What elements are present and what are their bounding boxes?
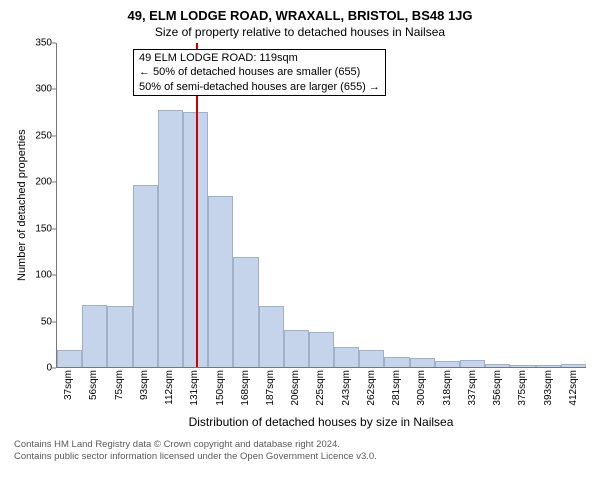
x-axis-label: Distribution of detached houses by size … [56, 415, 586, 429]
annotation-line-2: ← 50% of detached houses are smaller (65… [139, 65, 380, 79]
x-tick-label: 150sqm [215, 370, 226, 406]
histogram-bar [435, 361, 460, 367]
histogram-bar [57, 350, 82, 367]
histogram-bar [485, 364, 510, 367]
x-tick-label: 112sqm [164, 370, 175, 405]
x-tick-label: 356sqm [492, 370, 503, 406]
footnote: Contains HM Land Registry data © Crown c… [14, 439, 586, 464]
x-tick-label: 262sqm [366, 370, 377, 406]
histogram-bar [82, 305, 107, 367]
y-tick-label: 250 [35, 130, 52, 141]
x-tick-label: 37sqm [63, 370, 74, 400]
x-axis-ticks: 37sqm 56sqm 75sqm 93sqm 112sqm 131sqm 150sqm 16… [56, 370, 586, 411]
x-tick-label: 300sqm [416, 370, 427, 406]
x-tick-label: 225sqm [315, 370, 326, 406]
chart-container: Number of detached properties 0501001502… [14, 43, 586, 429]
annotation-line-3: 50% of semi-detached houses are larger (… [139, 80, 380, 94]
x-tick-label: 243sqm [341, 370, 352, 406]
plot-area: 49 ELM LODGE ROAD: 119sqm ← 50% of detac… [56, 43, 586, 368]
histogram-bar [107, 306, 132, 367]
x-tick-label: 337sqm [467, 370, 478, 406]
x-tick-label: 75sqm [114, 370, 125, 400]
x-tick-label: 187sqm [265, 370, 276, 406]
y-axis-label: Number of detached properties [14, 43, 30, 368]
x-tick-label: 318sqm [442, 370, 453, 406]
histogram-bar [233, 257, 258, 367]
y-tick-label: 50 [41, 316, 52, 327]
histogram-bar [309, 332, 334, 367]
y-tick-label: 300 [35, 84, 52, 95]
annotation-box: 49 ELM LODGE ROAD: 119sqm ← 50% of detac… [133, 49, 386, 96]
chart-subtitle: Size of property relative to detached ho… [14, 25, 586, 39]
footnote-line-1: Contains HM Land Registry data © Crown c… [14, 439, 586, 451]
histogram-bar [359, 350, 384, 367]
histogram-bar [410, 358, 435, 367]
histogram-bar [536, 365, 561, 367]
histogram-bar [510, 365, 535, 367]
histogram-bar [259, 306, 284, 367]
x-tick-label: 56sqm [88, 370, 99, 400]
y-tick-label: 200 [35, 177, 52, 188]
x-tick-label: 131sqm [189, 370, 200, 406]
y-tick-label: 100 [35, 270, 52, 281]
histogram-bar [208, 196, 233, 367]
histogram-bar [133, 185, 158, 367]
x-tick-label: 393sqm [543, 370, 554, 406]
x-tick-label: 168sqm [240, 370, 251, 406]
x-tick-label: 281sqm [391, 370, 402, 406]
page-title: 49, ELM LODGE ROAD, WRAXALL, BRISTOL, BS… [14, 8, 586, 23]
x-tick-label: 375sqm [517, 370, 528, 406]
histogram-bar [158, 110, 183, 367]
y-tick-label: 150 [35, 223, 52, 234]
histogram-bar [460, 360, 485, 367]
histogram-bar [334, 347, 359, 367]
y-axis-ticks: 050100150200250300350 [30, 43, 56, 368]
x-tick-label: 412sqm [568, 370, 579, 406]
annotation-line-1: 49 ELM LODGE ROAD: 119sqm [139, 51, 380, 65]
histogram-bar [384, 357, 409, 367]
y-tick-label: 350 [35, 38, 52, 49]
x-tick-label: 206sqm [290, 370, 301, 406]
x-tick-label: 93sqm [139, 370, 150, 400]
histogram-bar [561, 364, 586, 367]
histogram-bar [284, 330, 309, 367]
footnote-line-2: Contains public sector information licen… [14, 451, 586, 463]
